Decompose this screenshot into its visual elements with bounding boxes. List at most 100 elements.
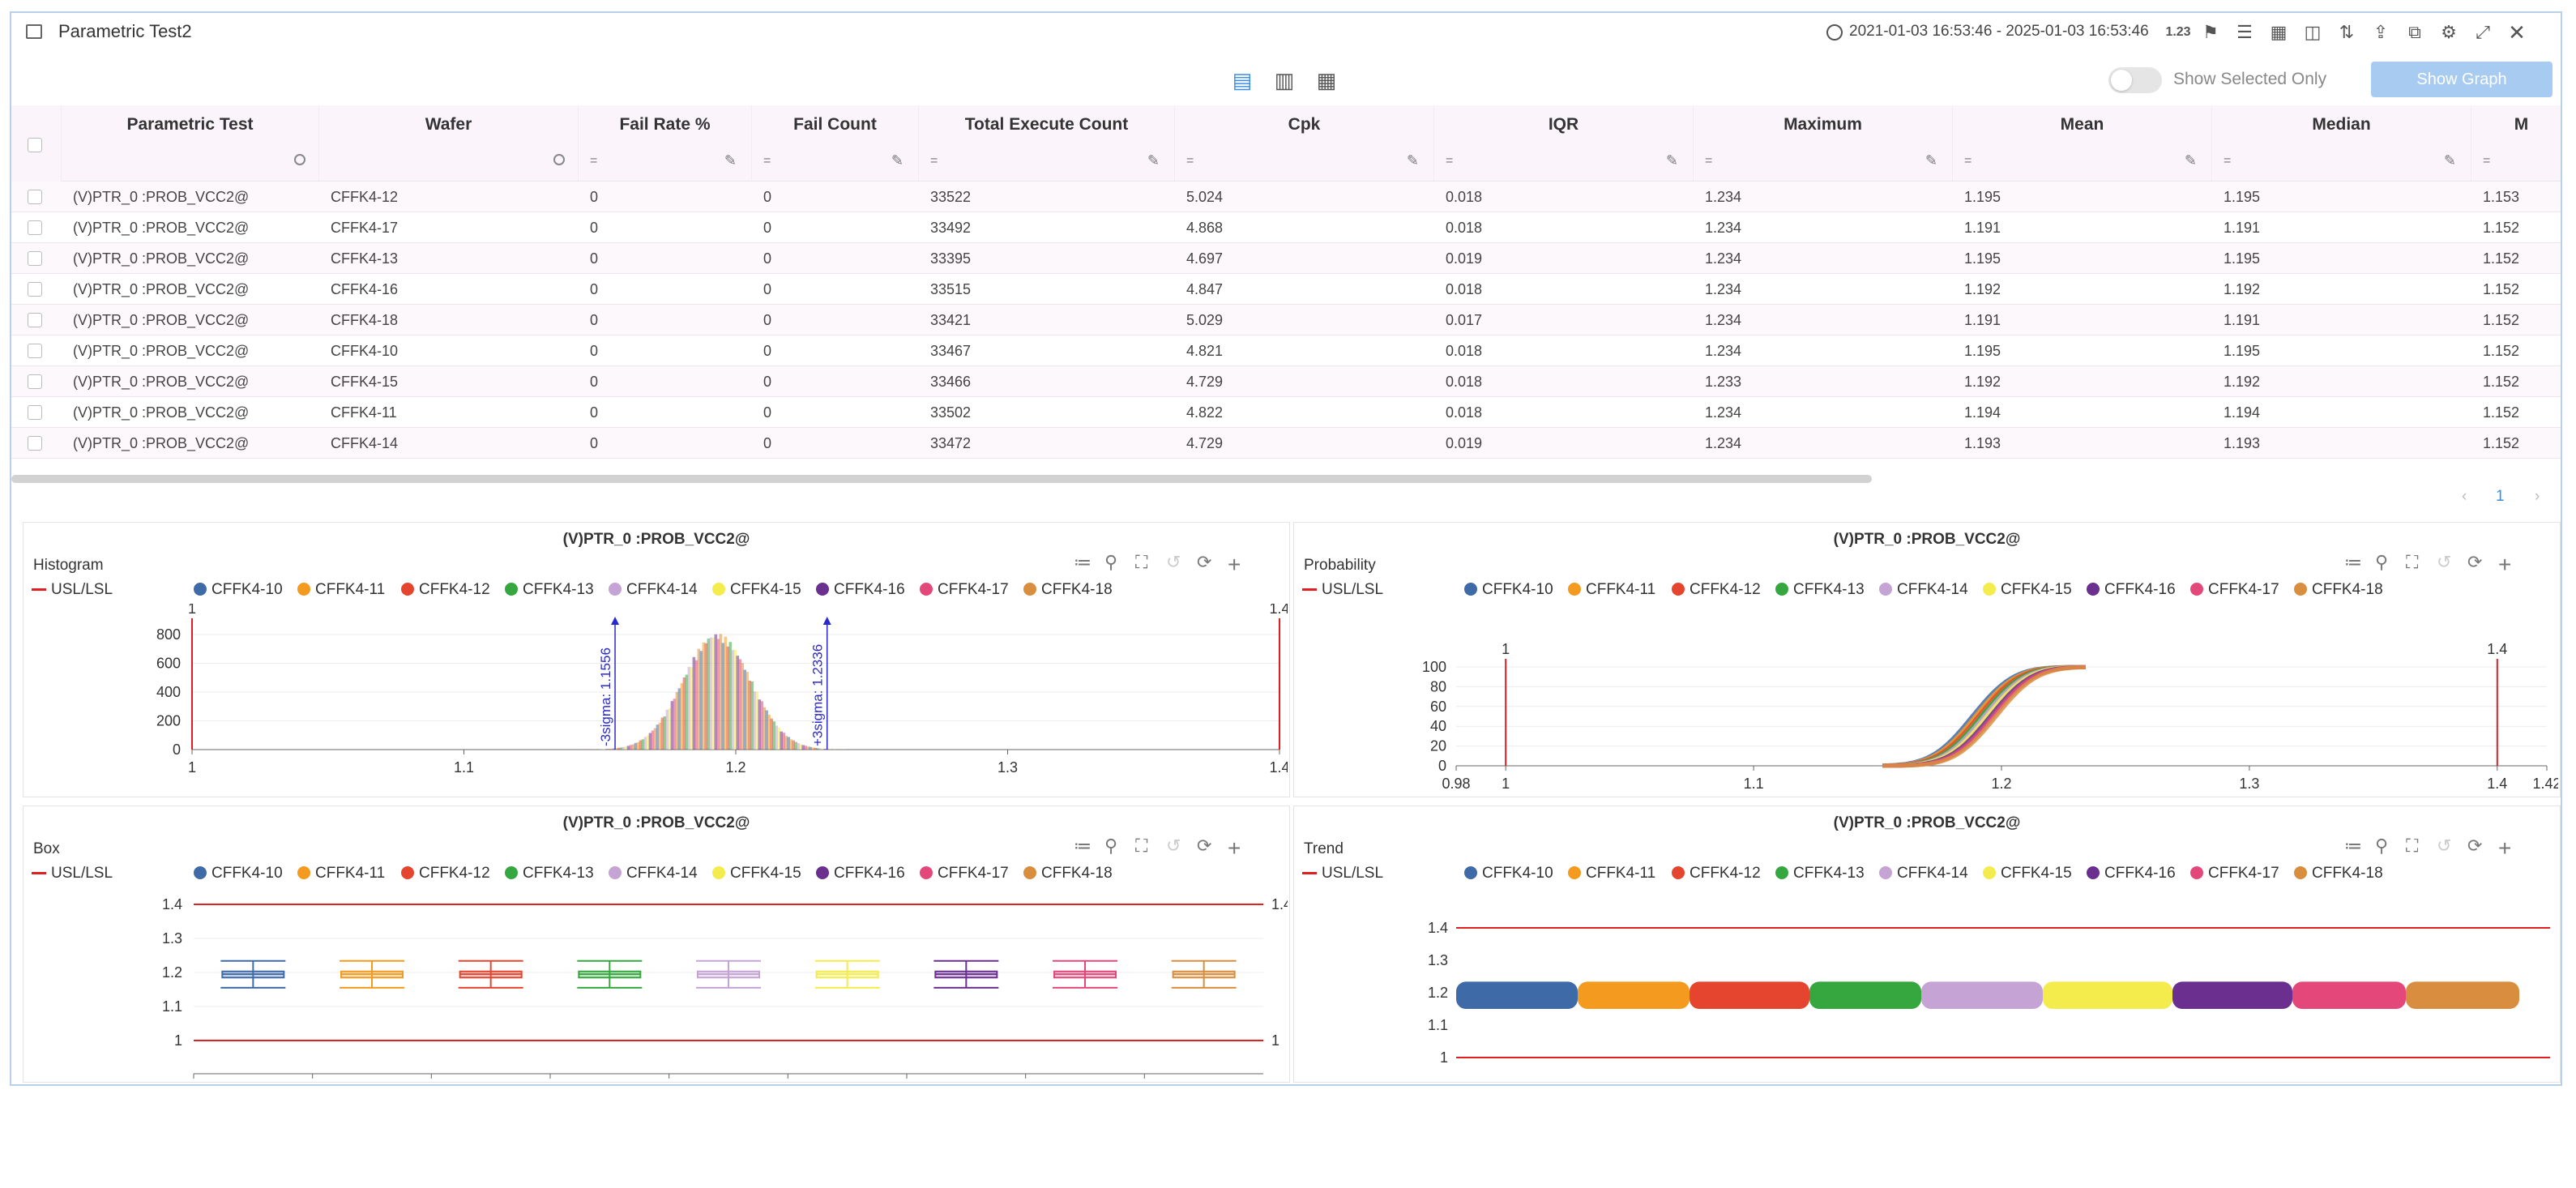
legend-item[interactable]: CFFK4-15 [1983, 581, 2072, 599]
trend-segment[interactable] [1921, 981, 2043, 1009]
date-range[interactable]: 2021-01-03 16:53:46 - 2025-01-03 16:53:4… [1849, 23, 2149, 40]
show-graph-button[interactable]: Show Graph [2371, 62, 2553, 97]
column-filter[interactable]: = ✎ [2212, 144, 2471, 182]
row-checkbox[interactable] [28, 190, 42, 204]
column-header[interactable]: Parametric Test [62, 105, 319, 144]
column-header[interactable]: Cpk [1175, 105, 1434, 144]
legend-item[interactable]: CFFK4-14 [1879, 581, 1968, 599]
column-filter[interactable]: = ✎ [1694, 144, 1953, 182]
filter-icon[interactable]: ⚲ [1104, 552, 1118, 572]
column-filter[interactable]: = ✎ [1434, 144, 1694, 182]
table-row[interactable]: (V)PTR_0 :PROB_VCC2@ CFFK4-10 0 0 33467 4.821… [11, 335, 2561, 366]
legend-item[interactable]: CFFK4-15 [712, 865, 801, 882]
trend-segment[interactable] [2043, 981, 2172, 1009]
column-header[interactable]: Fail Rate % [579, 105, 752, 144]
legend-item[interactable]: CFFK4-17 [920, 865, 1009, 882]
settings-gear-icon[interactable]: ⚙ [2441, 22, 2457, 42]
search-icon[interactable] [553, 154, 565, 165]
legend-item[interactable]: CFFK4-12 [401, 865, 490, 882]
trend-segment[interactable] [2172, 981, 2292, 1009]
legend-item[interactable]: CFFK4-17 [2190, 581, 2279, 599]
column-filter[interactable] [319, 144, 579, 182]
legend-item[interactable]: CFFK4-14 [609, 581, 698, 599]
data-list-icon[interactable]: ≔ [1074, 835, 1091, 856]
legend-item[interactable]: CFFK4-18 [1023, 865, 1113, 882]
table-row[interactable]: (V)PTR_0 :PROB_VCC2@ CFFK4-12 0 0 33522 5.024… [11, 182, 2561, 212]
refresh-icon[interactable]: ⟳ [1197, 835, 1212, 856]
legend-item[interactable]: CFFK4-13 [505, 581, 594, 599]
row-checkbox[interactable] [28, 436, 42, 451]
legend-item[interactable]: CFFK4-17 [920, 581, 1009, 599]
add-icon[interactable]: + [1228, 835, 1241, 861]
refresh-icon[interactable]: ⟳ [2467, 552, 2483, 572]
fullscreen-icon[interactable]: ⤢ [2476, 22, 2490, 42]
compare-icon[interactable]: ⧉ [2408, 22, 2421, 42]
legend-item[interactable]: CFFK4-18 [2294, 581, 2383, 599]
legend-item[interactable]: CFFK4-10 [194, 581, 283, 599]
legend-item[interactable]: CFFK4-12 [401, 581, 490, 599]
chart-svg[interactable]: 0 200 400 600 800 1 1.1 1.2 1.3 1.4 1 1.4 -3sigma: 1… [23, 604, 1288, 798]
data-list-icon[interactable]: ≔ [2344, 835, 2362, 856]
legend-usl-lsl[interactable]: USL/LSL [1302, 865, 1383, 882]
sort-filter-icon[interactable]: ⇅ [2339, 22, 2355, 42]
edit-filter-icon[interactable]: ✎ [1147, 152, 1160, 169]
row-checkbox[interactable] [28, 374, 42, 389]
undo-icon[interactable]: ↺ [2437, 835, 2452, 856]
refresh-icon[interactable]: ⟳ [2467, 835, 2483, 856]
edit-filter-icon[interactable]: ✎ [1406, 152, 1419, 169]
table-row[interactable]: (V)PTR_0 :PROB_VCC2@ CFFK4-17 0 0 33492 4.868… [11, 212, 2561, 243]
legend-usl-lsl[interactable]: USL/LSL [32, 865, 113, 882]
legend-item[interactable]: CFFK4-10 [194, 865, 283, 882]
edit-filter-icon[interactable]: ✎ [2184, 152, 2197, 169]
trend-segment[interactable] [1456, 981, 1578, 1009]
number-format-button[interactable]: 1.23 [2165, 25, 2191, 39]
legend-item[interactable]: CFFK4-12 [1672, 865, 1761, 882]
legend-item[interactable]: CFFK4-16 [2087, 865, 2176, 882]
chart-svg[interactable]: 0 20 40 60 80 100 0.98 1 1.1 1.2 1.3 1.4 1.42 1 1.4 [1294, 604, 2558, 798]
legend-item[interactable]: CFFK4-14 [609, 865, 698, 882]
column-header[interactable]: Mean [1953, 105, 2212, 144]
column-filter[interactable]: = ✎ [752, 144, 919, 182]
legend-item[interactable]: CFFK4-13 [1775, 581, 1865, 599]
filter-icon[interactable]: ⚲ [1104, 835, 1118, 856]
legend-item[interactable]: CFFK4-18 [2294, 865, 2383, 882]
data-list-icon[interactable]: ≔ [2344, 552, 2362, 572]
row-checkbox[interactable] [28, 251, 42, 266]
data-list-icon[interactable]: ≔ [1074, 552, 1091, 572]
undo-icon[interactable]: ↺ [1166, 835, 1181, 856]
column-header[interactable]: IQR [1434, 105, 1694, 144]
zoom-select-icon[interactable]: ⛶ [2406, 552, 2419, 572]
column-filter[interactable]: = ✎ [1175, 144, 1434, 182]
chart-svg[interactable]: 11.11.21.31.411.4 [1294, 887, 2558, 1082]
edit-filter-icon[interactable]: ✎ [724, 152, 737, 169]
column-header[interactable]: Median [2212, 105, 2471, 144]
legend-item[interactable]: CFFK4-11 [297, 865, 385, 882]
column-filter[interactable]: = ✎ [919, 144, 1175, 182]
show-selected-toggle[interactable] [2108, 67, 2162, 93]
refresh-icon[interactable]: ⟳ [1197, 552, 1212, 572]
layout-icon[interactable]: ◫ [2304, 22, 2322, 42]
legend-item[interactable]: CFFK4-13 [1775, 865, 1865, 882]
legend-item[interactable]: CFFK4-14 [1879, 865, 1968, 882]
filter-icon[interactable]: ⚲ [2375, 552, 2389, 572]
column-filter[interactable] [62, 144, 319, 182]
select-all-checkbox[interactable] [28, 138, 42, 152]
table-view-icon[interactable]: ▦ [1316, 67, 1337, 92]
zoom-select-icon[interactable]: ⛶ [1135, 552, 1148, 572]
table-row[interactable]: (V)PTR_0 :PROB_VCC2@ CFFK4-18 0 0 33421 5.029… [11, 305, 2561, 335]
column-filter[interactable]: = ✎ [1953, 144, 2212, 182]
edit-filter-icon[interactable]: ✎ [891, 152, 904, 169]
legend-item[interactable]: CFFK4-10 [1464, 581, 1553, 599]
column-header[interactable]: M [2471, 105, 2561, 144]
edit-filter-icon[interactable]: ✎ [1925, 152, 1937, 169]
stats-view-icon[interactable]: ▥ [1274, 67, 1295, 92]
zoom-select-icon[interactable]: ⛶ [2406, 835, 2419, 856]
trend-segment[interactable] [1690, 981, 1809, 1009]
trend-segment[interactable] [2292, 981, 2406, 1009]
column-header[interactable]: Fail Count [752, 105, 919, 144]
add-icon[interactable]: + [2498, 835, 2512, 861]
legend-item[interactable]: CFFK4-11 [1568, 865, 1655, 882]
legend-item[interactable]: CFFK4-13 [505, 865, 594, 882]
trend-segment[interactable] [1809, 981, 1921, 1009]
page-number[interactable]: 1 [2496, 488, 2505, 505]
